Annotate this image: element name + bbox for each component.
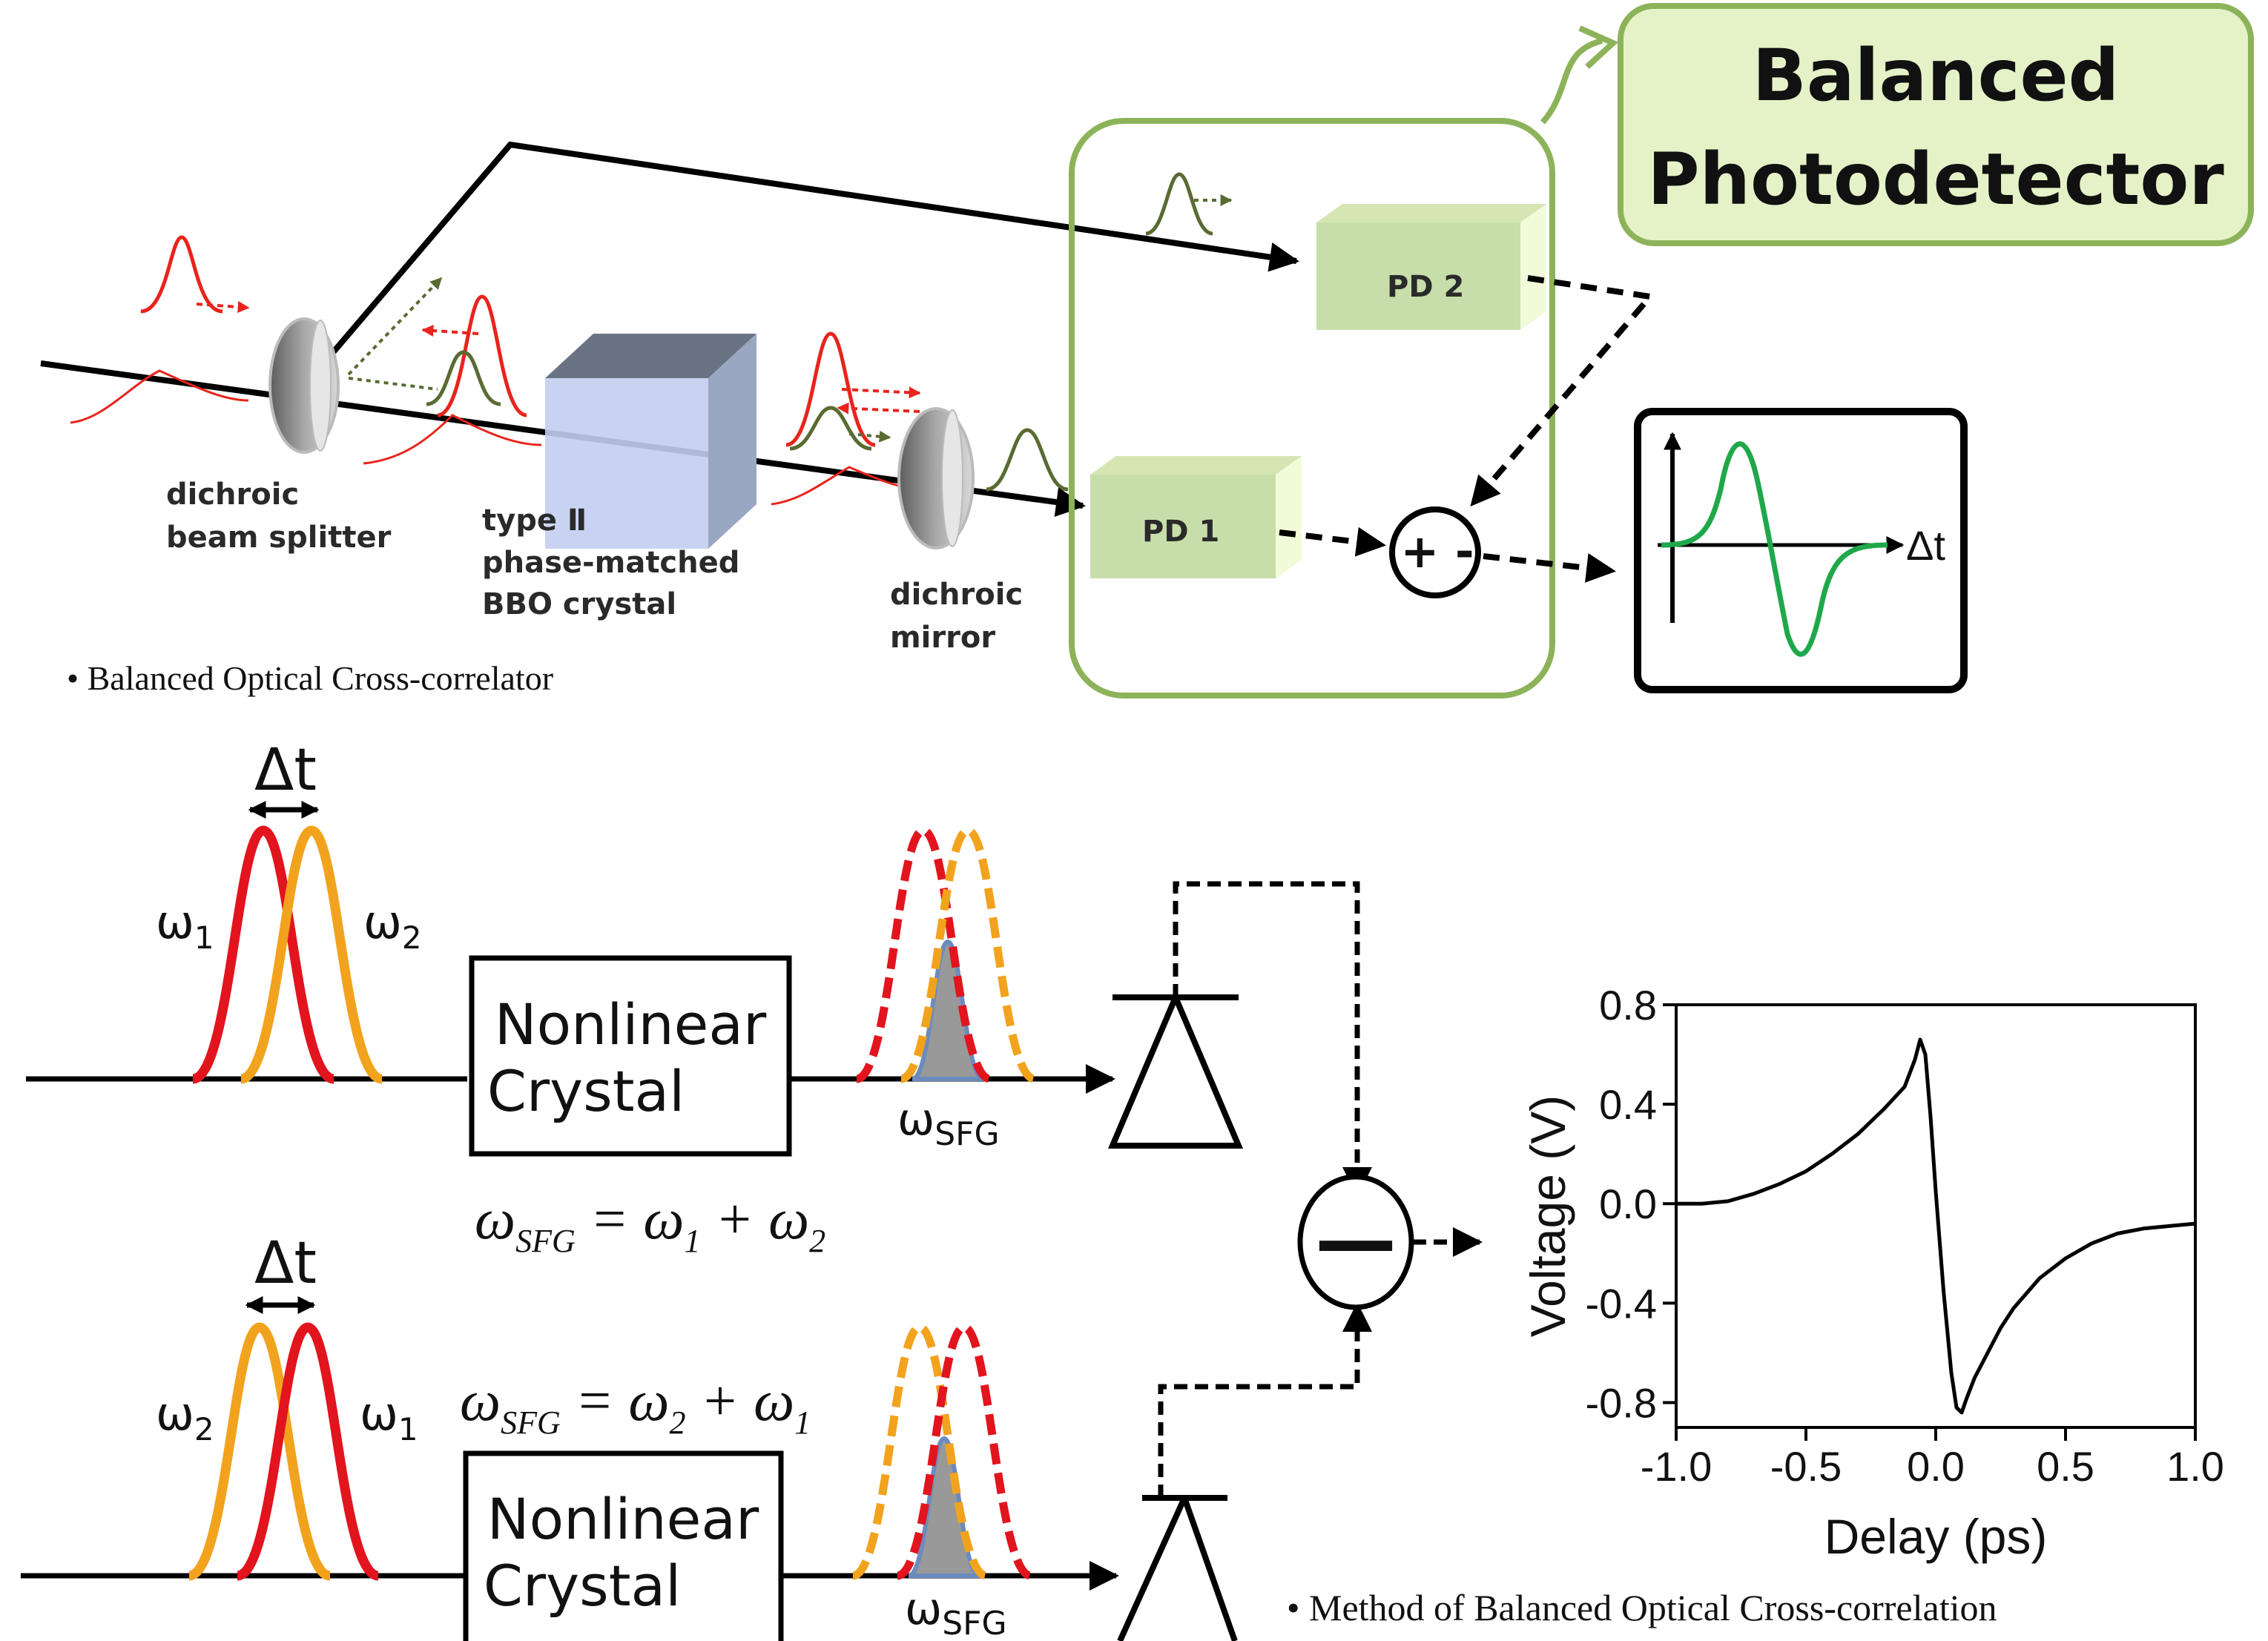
bs-shadow-pulse [363,414,542,465]
top-left-omega: ω1 [156,895,214,956]
chart-plot-frame [1675,1003,2197,1429]
pd1-detector: PD 1 [1090,456,1302,578]
crystal-label-2: phase-matched [482,546,739,580]
y-tick-label: -0.8 [1586,1379,1658,1426]
setup-section: dichroic beam splitter type Ⅱ phase-matc… [40,3,2254,699]
bottom-right-omega: ω1 [360,1387,418,1447]
title-line-1: Balanced [1753,34,2120,117]
top-sfg-fill [911,939,985,1081]
method-bottom-row: Δt ω2 ω1 Nonlinear Crystal ωSFG ωSFG = ω… [21,1230,1372,1641]
voltage-delay-chart: -1.0 -0.5 0.0 0.5 1.0 0.8 0.4 0.0 -0.4 -0.8 Delay … [1520,982,2224,1564]
pd2-label: PD 2 [1387,270,1464,304]
pd2-detector: PD 2 [1316,204,1546,330]
bottom-sfg-fill [907,1436,981,1578]
mirror-label-1: dichroic [890,578,1023,612]
bbo-crystal-top [545,334,756,378]
setup-caption: • Balanced Optical Cross-correlator [67,659,553,697]
callout-connector-tip [1578,25,1619,69]
inset-axis-label: Δt [1906,522,1945,569]
dichroic-mirror-edge [941,409,963,547]
method-subtractor [1297,1174,1414,1310]
bottom-sfg-red [896,1323,1032,1580]
bottom-photodiode-wire [1158,1302,1372,1498]
top-pulse-red [191,825,335,1084]
mirror-green-pulse [986,428,1069,492]
bbo-crystal-front [545,378,708,549]
title-box [1618,3,2254,246]
input-pulse-red-shadow [70,369,249,424]
reflected-green-arrow-2 [348,377,438,391]
x-tick-label: 1.0 [2166,1443,2224,1490]
crystal-green-pulse [789,406,872,451]
top-right-omega: ω2 [363,895,422,956]
top-equation: ωSFG = ω1 + ω2 [475,1186,825,1259]
bottom-nonlinear-crystal [463,1450,784,1641]
subtractor-circle [1389,506,1481,598]
subtractor-output-line [1483,553,1616,583]
crystal-red-pulse [785,331,876,447]
method-caption: • Method of Balanced Optical Cross-corre… [1287,1587,1997,1628]
inset-frame [1634,408,1968,693]
mirror-label-2: mirror [890,621,995,655]
bbo-crystal-side [708,334,756,549]
method-section: Δt ω1 ω2 Nonlinear Crystal ωSFG ωSFG = ω… [21,737,1997,1641]
top-photodiode [1107,989,1244,1149]
pd1-label: PD 1 [1142,515,1219,549]
crystal-label-3: BBO crystal [482,587,676,621]
top-pulse-orange [240,825,383,1084]
bottom-photodiode [1117,1495,1238,1641]
y-tick-label: 0.0 [1599,1181,1657,1227]
crystal-red-arrow-2 [837,402,920,415]
bottom-pulse-orange [188,1322,332,1581]
bottom-delta-label: Δt [254,1230,317,1297]
pd1-signal-line [1279,526,1386,557]
bs-red-arrow [421,324,479,337]
method-minus-sign: — [1315,1192,1397,1287]
crystal-green-arrow [848,430,891,443]
top-delta-label: Δt [254,737,317,804]
x-tick-label: 0.5 [2037,1443,2094,1490]
bottom-pulse-red [236,1322,380,1581]
bottom-sfg-orange [851,1323,988,1580]
upper-green-pulse [1145,172,1213,236]
bottom-equation: ωSFG = ω2 + ω1 [460,1368,811,1441]
x-tick-label: 0.0 [1907,1443,1965,1490]
inset-trace [1661,441,1888,657]
callout-connector [1540,38,1603,125]
bottom-crystal-line-2: Crystal [484,1553,681,1619]
y-tick-label: 0.8 [1599,982,1657,1028]
x-tick-label: -0.5 [1770,1443,1842,1490]
top-sfg-red [855,826,992,1083]
pd2-signal-line [1469,275,1656,507]
y-tick-label: 0.4 [1599,1081,1657,1128]
x-axis-label: Delay (ps) [1824,1509,2048,1564]
input-pulse-red [140,235,223,314]
top-crystal-line-1: Nonlinear [495,991,767,1057]
beam-splitter-label-1: dichroic [166,478,299,512]
y-tick-label: -0.4 [1586,1280,1658,1327]
bottom-crystal-line-1: Nonlinear [487,1486,759,1552]
input-pulse-arrow [196,300,250,313]
bottom-left-omega: ω2 [156,1387,214,1447]
title-line-2: Photodetector [1647,138,2224,221]
top-crystal-line-2: Crystal [487,1058,685,1124]
top-nonlinear-crystal [469,955,792,1157]
beam-splitter-label-2: beam splitter [166,521,392,555]
top-sfg-label: ωSFG [897,1094,1000,1153]
method-top-row: Δt ω1 ω2 Nonlinear Crystal ωSFG ωSFG = ω… [26,737,1372,1259]
beam-splitter-edge [309,320,332,452]
bs-red-pulse [437,294,527,417]
crystal-red-arrow [841,386,921,399]
crystal-label-1: type Ⅱ [482,503,587,538]
reflected-green-arrow [347,277,443,376]
top-sfg-orange [900,826,1036,1083]
y-axis-label: Voltage (V) [1520,1095,1575,1338]
split-beam [327,141,1299,358]
voltage-trace [1676,1037,2196,1415]
bottom-sfg-label: ωSFG [905,1583,1007,1641]
x-tick-label: -1.0 [1641,1443,1712,1490]
bs-green-pulse [426,350,501,406]
subtractor-sign: + - [1400,524,1474,578]
